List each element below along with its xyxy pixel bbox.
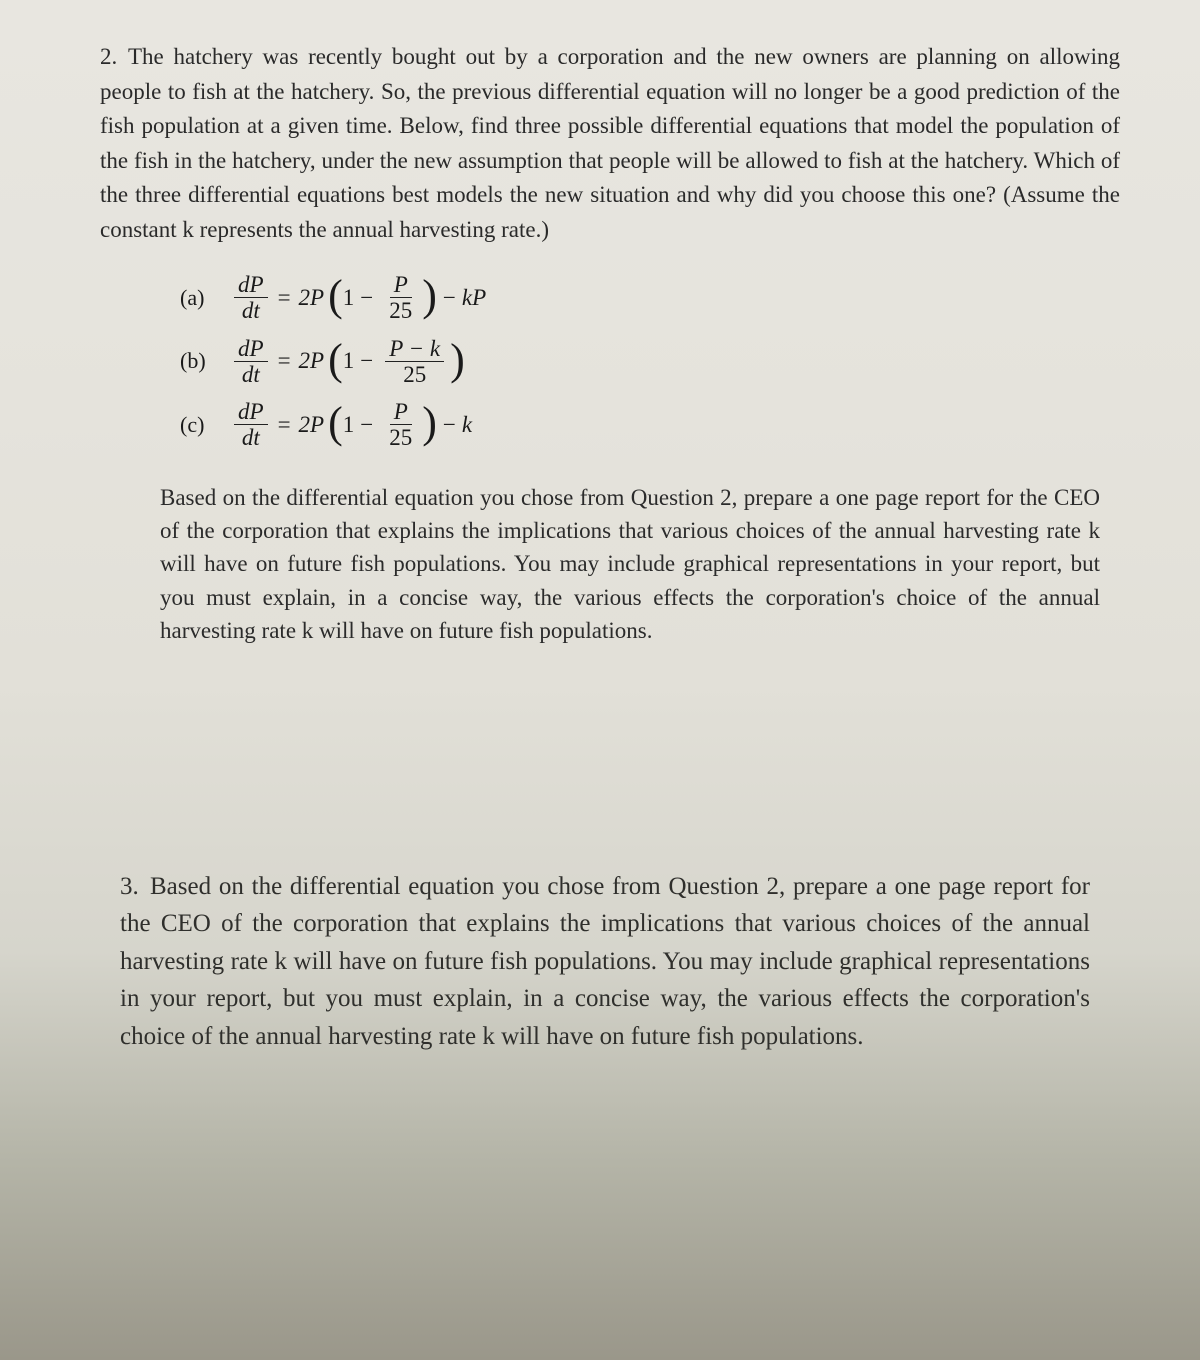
rparen-icon: ): [422, 276, 437, 316]
equation-a-label: (a): [180, 285, 228, 311]
question-3-number: 3.: [120, 868, 150, 906]
equation-c-label: (c): [180, 412, 228, 438]
equation-b-math: dP dt = 2P ( 1 − P − k 25 ): [228, 336, 465, 388]
equation-c: (c) dP dt = 2P ( 1 − P 25: [180, 399, 1120, 451]
question-3-body: Based on the differential equation you c…: [120, 873, 1090, 1050]
question-2-number: 2.: [100, 40, 128, 75]
equation-a-math: dP dt = 2P ( 1 − P 25 ) −: [228, 272, 486, 324]
lparen-icon: (: [328, 276, 343, 316]
equation-c-math: dP dt = 2P ( 1 − P 25 ) −: [228, 399, 472, 451]
page: 2.The hatchery was recently bought out b…: [0, 0, 1200, 1055]
question-3: 3.Based on the differential equation you…: [100, 868, 1120, 1056]
equation-b-label: (b): [180, 348, 228, 374]
frac-dp-dt: dP dt: [234, 272, 268, 324]
equation-a: (a) dP dt = 2P ( 1 − P 25: [180, 272, 1120, 324]
equation-list: (a) dP dt = 2P ( 1 − P 25: [180, 272, 1120, 451]
question-2: 2.The hatchery was recently bought out b…: [100, 40, 1120, 648]
question-2-text: 2.The hatchery was recently bought out b…: [100, 40, 1120, 247]
question-2-body: The hatchery was recently bought out by …: [100, 44, 1120, 242]
equation-b: (b) dP dt = 2P ( 1 − P − k 25: [180, 336, 1120, 388]
inset-paragraph: Based on the differential equation you c…: [160, 481, 1120, 648]
